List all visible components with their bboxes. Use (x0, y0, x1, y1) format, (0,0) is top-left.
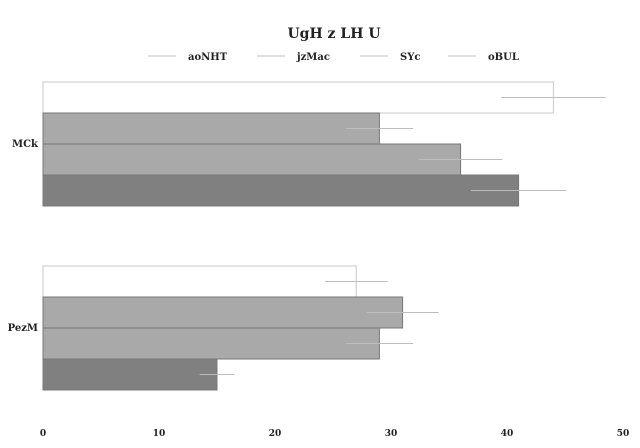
bar-MCk-aoNHT (42, 81, 554, 114)
category-label-PezM: PezM (8, 323, 38, 334)
legend-label-aoNHT: aoNHT (188, 52, 228, 63)
bar-MCk-SYc (42, 143, 462, 176)
legend-label-jzMac: jzMac (296, 52, 330, 63)
x-tick-30: 30 (385, 429, 398, 439)
legend-label-oBUL: oBUL (488, 52, 519, 63)
bar-PezM-SYc (42, 327, 380, 360)
legend-label-SYc: SYc (400, 52, 420, 63)
category-label-MCk: MCk (12, 139, 39, 150)
x-tick-50: 50 (617, 429, 630, 439)
x-tick-20: 20 (269, 429, 282, 439)
bars (42, 81, 554, 391)
bar-PezM-oBUL (42, 358, 218, 391)
bar-PezM-jzMac (42, 296, 404, 329)
bar-MCk-jzMac (42, 112, 380, 145)
error-bars (199, 97, 606, 375)
category-labels: MCk PezM (8, 139, 39, 334)
bar-PezM-aoNHT (42, 265, 357, 298)
x-tick-labels: 0 10 20 30 40 50 (40, 429, 629, 439)
x-tick-10: 10 (153, 429, 166, 439)
bar-MCk-oBUL (42, 174, 520, 207)
legend: aoNHT jzMac SYc oBUL (148, 52, 519, 63)
chart-title: UgH z LH U (287, 26, 380, 42)
x-tick-0: 0 (40, 429, 46, 439)
x-tick-40: 40 (501, 429, 514, 439)
